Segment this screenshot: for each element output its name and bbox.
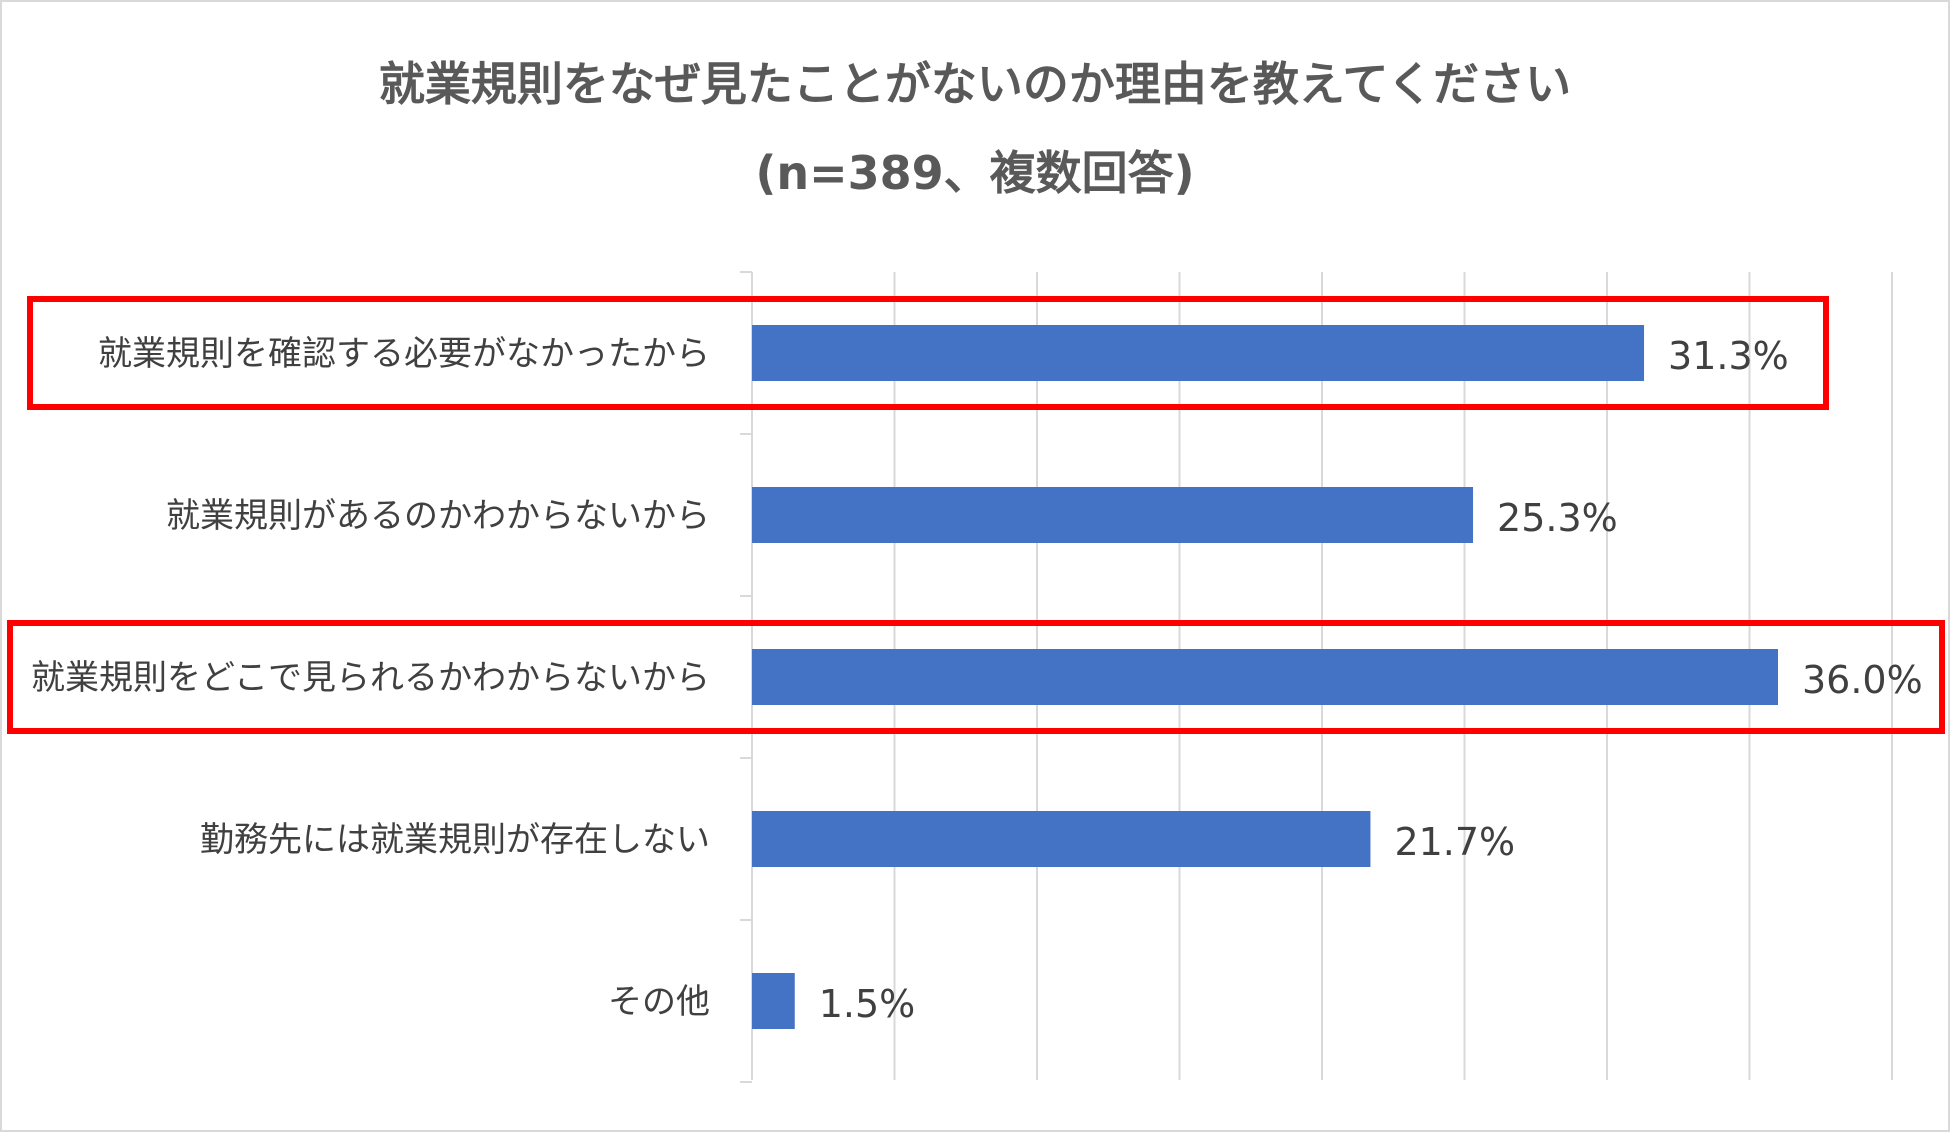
- category-label: 就業規則があるのかわからないから: [166, 496, 710, 536]
- bar: [752, 811, 1371, 867]
- value-label: 1.5%: [819, 982, 916, 1026]
- bar: [752, 487, 1474, 543]
- value-label: 25.3%: [1497, 496, 1618, 540]
- highlight-box: [27, 296, 1829, 410]
- bar: [752, 973, 795, 1029]
- bar: [752, 649, 1778, 705]
- chart-subtitle: (n=389、複数回答): [755, 146, 1195, 200]
- bar: [752, 325, 1645, 381]
- category-label: 勤務先には就業規則が存在しない: [200, 820, 710, 860]
- value-label: 31.3%: [1668, 334, 1789, 378]
- category-label: 就業規則をどこで見られるかわからないから: [31, 658, 710, 698]
- value-label: 36.0%: [1802, 658, 1923, 702]
- category-label: 就業規則を確認する必要がなかったから: [98, 334, 710, 374]
- highlight-box: [7, 620, 1945, 734]
- value-label: 21.7%: [1394, 820, 1515, 864]
- chart-title: 就業規則をなぜ見たことがないのか理由を教えてください: [378, 57, 1572, 111]
- category-label: その他: [608, 982, 710, 1022]
